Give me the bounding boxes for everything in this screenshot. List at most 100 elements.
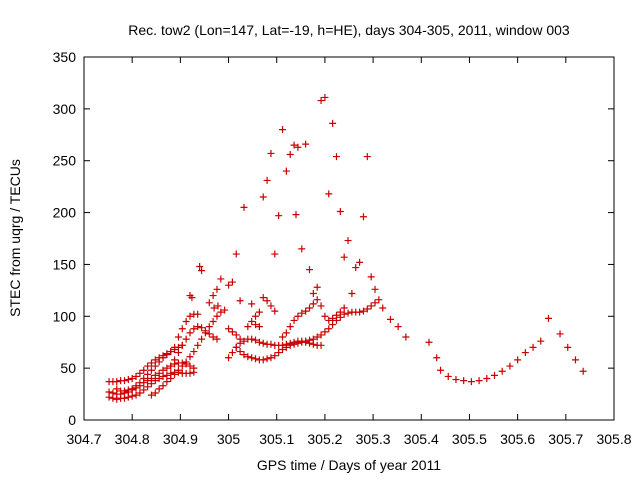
- data-point: [128, 392, 136, 400]
- y-tick-label: 300: [53, 101, 77, 117]
- data-point: [263, 176, 271, 184]
- data-point: [271, 352, 279, 360]
- data-point: [344, 309, 352, 317]
- data-point: [529, 343, 537, 351]
- data-point: [371, 285, 379, 293]
- data-point: [348, 289, 356, 297]
- y-tick-label: 250: [53, 153, 77, 169]
- data-point: [302, 140, 310, 148]
- data-point: [259, 339, 267, 347]
- data-point: [163, 371, 171, 379]
- data-point: [194, 310, 202, 318]
- data-point: [452, 376, 460, 384]
- data-point: [309, 300, 317, 308]
- data-point: [317, 341, 325, 349]
- x-tick-label: 305.6: [500, 431, 535, 447]
- data-point: [209, 333, 217, 341]
- x-tick-label: 305.4: [404, 431, 439, 447]
- data-point: [159, 372, 167, 380]
- data-point: [252, 321, 260, 329]
- data-point: [255, 308, 263, 316]
- data-point: [286, 150, 294, 158]
- data-point: [359, 307, 367, 315]
- data-point: [248, 317, 256, 325]
- data-point: [198, 324, 206, 332]
- data-point: [159, 366, 167, 374]
- data-point: [147, 391, 155, 399]
- data-point: [144, 362, 152, 370]
- data-point: [332, 311, 340, 319]
- data-point: [313, 333, 321, 341]
- data-point: [325, 316, 333, 324]
- data-point: [244, 323, 252, 331]
- data-point: [394, 323, 402, 331]
- y-tick-label: 100: [53, 308, 77, 324]
- data-point: [151, 356, 159, 364]
- data-point: [155, 358, 163, 366]
- data-point: [136, 369, 144, 377]
- data-point: [155, 369, 163, 377]
- data-point: [271, 250, 279, 258]
- data-point: [210, 304, 218, 312]
- data-point: [363, 305, 371, 313]
- data-point: [267, 340, 275, 348]
- data-point: [321, 312, 329, 320]
- y-tick-label: 50: [60, 360, 76, 376]
- data-point: [174, 366, 182, 374]
- data-point: [302, 337, 310, 345]
- data-point: [290, 316, 298, 324]
- data-point: [332, 153, 340, 161]
- x-axis-label: GPS time / Days of year 2011: [257, 457, 441, 473]
- data-point: [313, 296, 321, 304]
- data-point: [279, 345, 287, 353]
- data-point: [437, 366, 445, 374]
- data-point: [367, 302, 375, 310]
- x-tick-label: 305.1: [259, 431, 294, 447]
- data-point: [325, 325, 333, 333]
- x-tick-label: 305.3: [356, 431, 391, 447]
- data-point: [198, 335, 206, 343]
- data-point: [467, 378, 475, 386]
- data-point: [279, 333, 287, 341]
- x-tick-label: 305: [217, 431, 241, 447]
- data-point: [282, 343, 290, 351]
- data-point: [371, 299, 379, 307]
- data-point: [286, 323, 294, 331]
- data-point: [352, 264, 360, 272]
- data-point: [196, 263, 204, 271]
- data-point: [305, 266, 313, 274]
- data-point: [460, 377, 468, 385]
- data-point: [144, 383, 152, 391]
- data-point: [171, 343, 179, 351]
- x-tick-label: 305.8: [596, 431, 631, 447]
- data-point: [232, 250, 240, 258]
- data-point: [228, 278, 236, 286]
- data-point: [248, 354, 256, 362]
- data-point: [105, 388, 113, 396]
- data-point: [240, 203, 248, 211]
- data-point: [178, 341, 186, 349]
- data-point: [120, 387, 128, 395]
- data-point: [209, 317, 217, 325]
- data-point: [151, 371, 159, 379]
- data-point: [221, 306, 229, 314]
- data-point: [147, 359, 155, 367]
- data-point: [132, 391, 140, 399]
- data-point: [186, 369, 194, 377]
- data-points: [105, 93, 587, 403]
- data-point: [294, 312, 302, 320]
- data-point: [298, 338, 306, 346]
- data-point: [379, 304, 387, 312]
- data-point: [240, 351, 248, 359]
- data-point: [159, 354, 167, 362]
- data-point: [128, 385, 136, 393]
- data-point: [498, 367, 506, 375]
- data-point: [248, 335, 256, 343]
- data-point: [537, 337, 545, 345]
- data-point: [263, 297, 271, 305]
- data-point: [336, 308, 344, 316]
- data-point: [151, 389, 159, 397]
- x-tick-label: 305.7: [548, 431, 583, 447]
- data-point: [475, 377, 483, 385]
- data-point: [171, 370, 179, 378]
